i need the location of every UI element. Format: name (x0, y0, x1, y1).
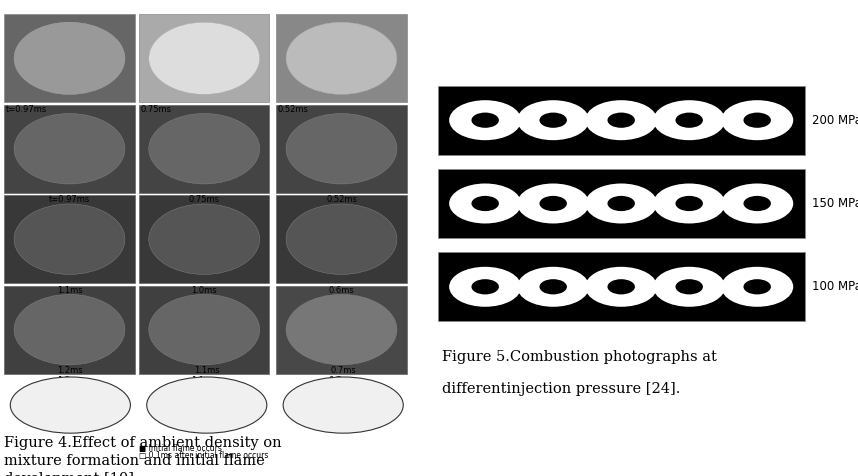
Text: t=0.97ms: t=0.97ms (6, 105, 47, 114)
Ellipse shape (14, 294, 125, 365)
Bar (438, 169, 805, 238)
Text: 100 MPa: 100 MPa (812, 280, 858, 293)
Text: 1.2ms: 1.2ms (57, 366, 83, 375)
Circle shape (540, 113, 567, 128)
Circle shape (653, 183, 725, 224)
Circle shape (675, 196, 703, 211)
Circle shape (607, 279, 635, 294)
Text: 1.2ms: 1.2ms (57, 376, 82, 385)
Bar (4, 14, 135, 102)
Circle shape (540, 279, 567, 294)
Circle shape (585, 100, 657, 140)
Text: 1.1ms: 1.1ms (57, 286, 82, 295)
Ellipse shape (147, 377, 267, 433)
Circle shape (653, 267, 725, 307)
Circle shape (722, 183, 794, 224)
Ellipse shape (148, 22, 260, 94)
Text: 200 MPa: 200 MPa (812, 114, 858, 127)
Circle shape (722, 100, 794, 140)
Text: 150 MPa: 150 MPa (812, 197, 858, 210)
Ellipse shape (148, 204, 260, 274)
Circle shape (675, 113, 703, 128)
Circle shape (653, 100, 725, 140)
Ellipse shape (14, 22, 125, 94)
Circle shape (449, 183, 521, 224)
Circle shape (540, 196, 567, 211)
Text: Figure 5.Combustion photographs at: Figure 5.Combustion photographs at (442, 350, 716, 364)
Ellipse shape (283, 377, 403, 433)
Text: 0.6ms: 0.6ms (329, 286, 354, 295)
Bar (4, 105, 135, 193)
Ellipse shape (286, 114, 397, 184)
Text: 0.7ms: 0.7ms (330, 366, 356, 375)
Circle shape (449, 267, 521, 307)
Circle shape (722, 267, 794, 307)
Text: differentinjection pressure [24].: differentinjection pressure [24]. (442, 382, 680, 396)
Circle shape (449, 100, 521, 140)
Text: 1.1ms: 1.1ms (191, 376, 217, 385)
Text: ■ Initial flame occurs: ■ Initial flame occurs (139, 444, 222, 453)
Text: 0.75ms: 0.75ms (141, 105, 172, 114)
Ellipse shape (148, 114, 260, 184)
Ellipse shape (286, 22, 397, 94)
Ellipse shape (14, 114, 125, 184)
Bar (276, 14, 407, 102)
Circle shape (585, 267, 657, 307)
Text: □ 0.1ms after initial flame occurs: □ 0.1ms after initial flame occurs (139, 451, 269, 460)
Text: 0.75ms: 0.75ms (189, 195, 220, 204)
Circle shape (517, 100, 589, 140)
Ellipse shape (10, 377, 130, 433)
Circle shape (675, 279, 703, 294)
Bar (276, 286, 407, 374)
Circle shape (471, 279, 498, 294)
Circle shape (517, 267, 589, 307)
Bar (4, 195, 135, 283)
Circle shape (517, 183, 589, 224)
Circle shape (471, 113, 498, 128)
Text: t=0.97ms: t=0.97ms (49, 195, 90, 204)
Bar (139, 105, 269, 193)
Circle shape (744, 279, 771, 294)
Text: 0.7ms: 0.7ms (329, 376, 354, 385)
Circle shape (744, 113, 771, 128)
Text: 1.0ms: 1.0ms (191, 286, 217, 295)
Bar (438, 252, 805, 321)
Text: 1.1ms: 1.1ms (194, 366, 220, 375)
Bar (438, 86, 805, 155)
Bar (139, 286, 269, 374)
Bar (4, 286, 135, 374)
Circle shape (607, 196, 635, 211)
Text: 0.52ms: 0.52ms (326, 195, 357, 204)
Ellipse shape (148, 294, 260, 365)
Bar (139, 195, 269, 283)
Bar (276, 105, 407, 193)
Ellipse shape (14, 204, 125, 274)
Circle shape (471, 196, 498, 211)
Circle shape (607, 113, 635, 128)
Text: 0.52ms: 0.52ms (278, 105, 309, 114)
Circle shape (585, 183, 657, 224)
Circle shape (744, 196, 771, 211)
Text: Figure 4.Effect of ambient density on
mixture formation and initial flame
develo: Figure 4.Effect of ambient density on mi… (4, 436, 282, 476)
Bar (139, 14, 269, 102)
Bar (276, 195, 407, 283)
Ellipse shape (286, 294, 397, 365)
Ellipse shape (286, 204, 397, 274)
